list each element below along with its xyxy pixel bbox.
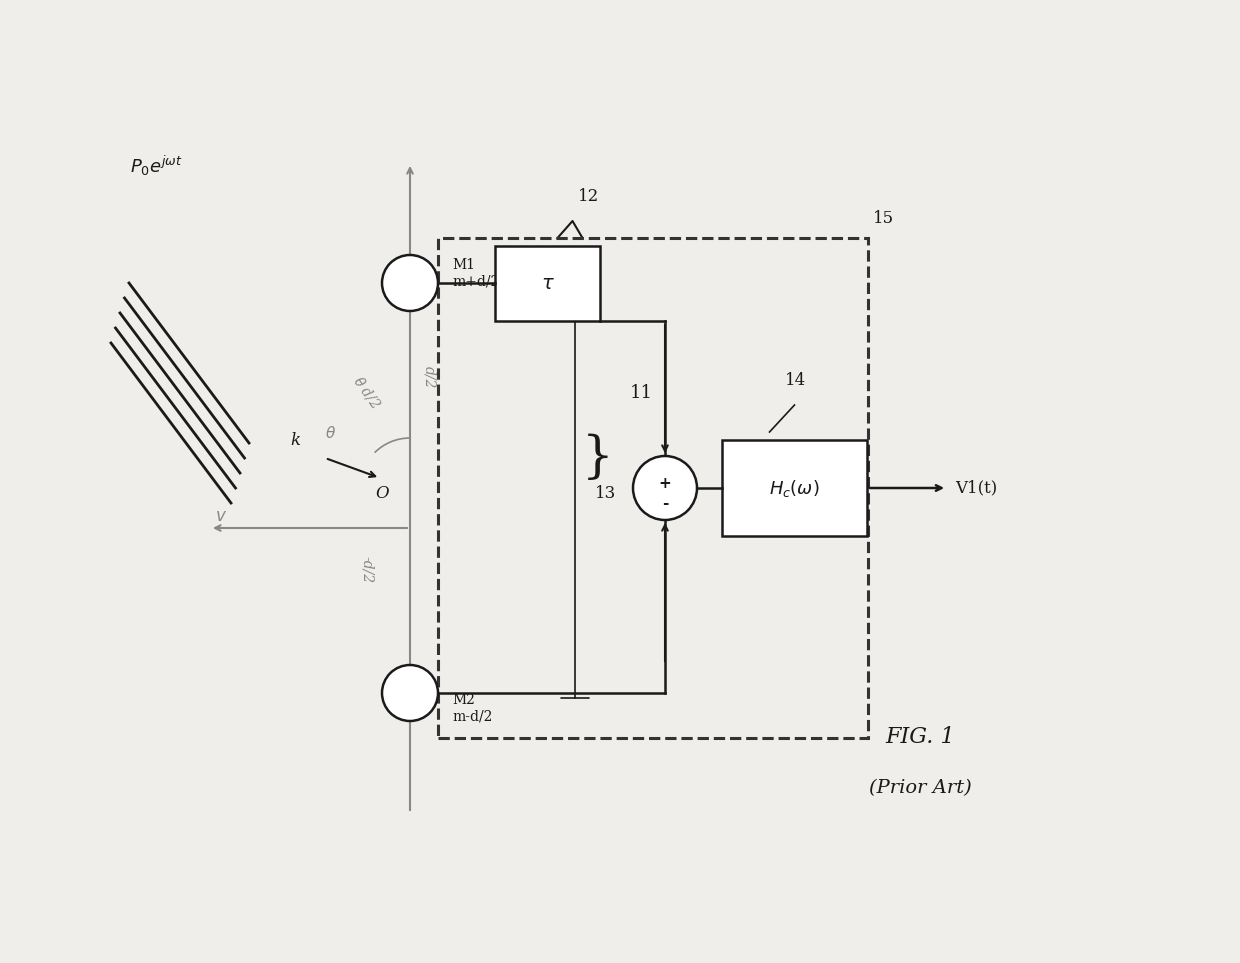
- Circle shape: [632, 456, 697, 520]
- Text: +: +: [658, 476, 671, 490]
- Circle shape: [382, 665, 438, 721]
- Text: 15: 15: [873, 210, 894, 227]
- Text: 12: 12: [578, 188, 599, 205]
- Text: O: O: [374, 485, 388, 502]
- Text: M1
m+d/2: M1 m+d/2: [453, 258, 500, 288]
- Text: $v$: $v$: [215, 508, 227, 525]
- Text: V1(t): V1(t): [955, 480, 997, 497]
- Text: }: }: [582, 433, 614, 482]
- Text: 13: 13: [595, 485, 616, 502]
- Text: $H_c(\omega)$: $H_c(\omega)$: [769, 478, 820, 499]
- Text: FIG. 1: FIG. 1: [885, 726, 955, 748]
- Text: 11: 11: [630, 384, 653, 402]
- Text: d/2: d/2: [422, 366, 436, 388]
- Text: k: k: [290, 432, 300, 449]
- Text: $\theta$: $\theta$: [325, 425, 336, 441]
- Text: -: -: [662, 496, 668, 510]
- Text: 14: 14: [785, 372, 806, 389]
- FancyBboxPatch shape: [722, 440, 867, 536]
- FancyBboxPatch shape: [495, 246, 600, 321]
- Text: -d/2: -d/2: [360, 557, 374, 584]
- Text: (Prior Art): (Prior Art): [869, 779, 971, 797]
- Text: M2
m-d/2: M2 m-d/2: [453, 693, 492, 723]
- Circle shape: [382, 255, 438, 311]
- Text: $\theta$ d/2: $\theta$ d/2: [350, 373, 384, 411]
- Text: $P_0e^{j\omega t}$: $P_0e^{j\omega t}$: [130, 154, 182, 178]
- Text: $\tau$: $\tau$: [541, 274, 554, 293]
